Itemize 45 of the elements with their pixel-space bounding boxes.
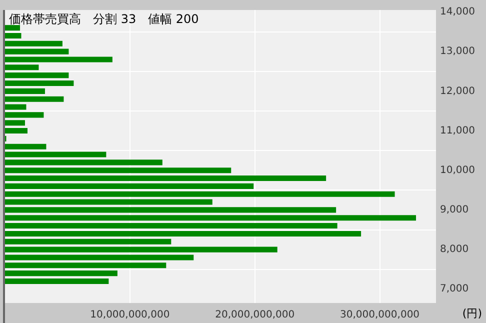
y-tick-label: 9,000 bbox=[440, 204, 469, 216]
bar bbox=[5, 112, 44, 118]
bar bbox=[5, 168, 232, 174]
chart-title: 価格帯売買高 分割 33 値幅 200 bbox=[9, 12, 199, 26]
bar bbox=[5, 176, 326, 182]
bar bbox=[5, 25, 20, 31]
x-tick-label: 20,000,000,000 bbox=[215, 310, 295, 321]
bar bbox=[5, 223, 338, 229]
bar bbox=[5, 72, 69, 78]
bar bbox=[5, 48, 69, 54]
bar bbox=[5, 215, 416, 221]
y-tick-label: 10,000 bbox=[440, 164, 475, 176]
bar bbox=[5, 230, 362, 236]
bar bbox=[5, 104, 26, 110]
bar bbox=[5, 238, 172, 244]
bar bbox=[5, 262, 166, 268]
bar bbox=[5, 144, 46, 150]
bar bbox=[5, 128, 28, 134]
x-axis-title: (円) bbox=[462, 306, 482, 320]
bar bbox=[5, 88, 45, 94]
bar bbox=[5, 64, 39, 70]
bar bbox=[5, 246, 278, 252]
bar bbox=[5, 207, 336, 213]
y-tick-label: 12,000 bbox=[440, 86, 475, 97]
bar bbox=[5, 96, 64, 102]
bar bbox=[5, 254, 194, 260]
y-tick-label: 7,000 bbox=[440, 284, 469, 295]
bar bbox=[5, 152, 106, 158]
y-tick-label: 13,000 bbox=[440, 46, 475, 58]
bar bbox=[5, 278, 109, 284]
bar bbox=[5, 191, 395, 197]
y-tick-label: 11,000 bbox=[440, 125, 475, 136]
bar bbox=[5, 56, 112, 62]
bar bbox=[5, 40, 62, 46]
bar bbox=[5, 199, 212, 205]
x-tick-label: 10,000,000,000 bbox=[90, 310, 170, 321]
y-tick-label: 14,000 bbox=[440, 6, 475, 18]
x-tick-label: 30,000,000,000 bbox=[340, 310, 420, 321]
y-tick-label: 8,000 bbox=[440, 244, 469, 256]
bar bbox=[5, 270, 118, 276]
bar bbox=[5, 120, 25, 126]
bar bbox=[5, 160, 162, 166]
bar bbox=[5, 183, 254, 189]
bar bbox=[5, 32, 22, 39]
bar bbox=[5, 80, 74, 86]
